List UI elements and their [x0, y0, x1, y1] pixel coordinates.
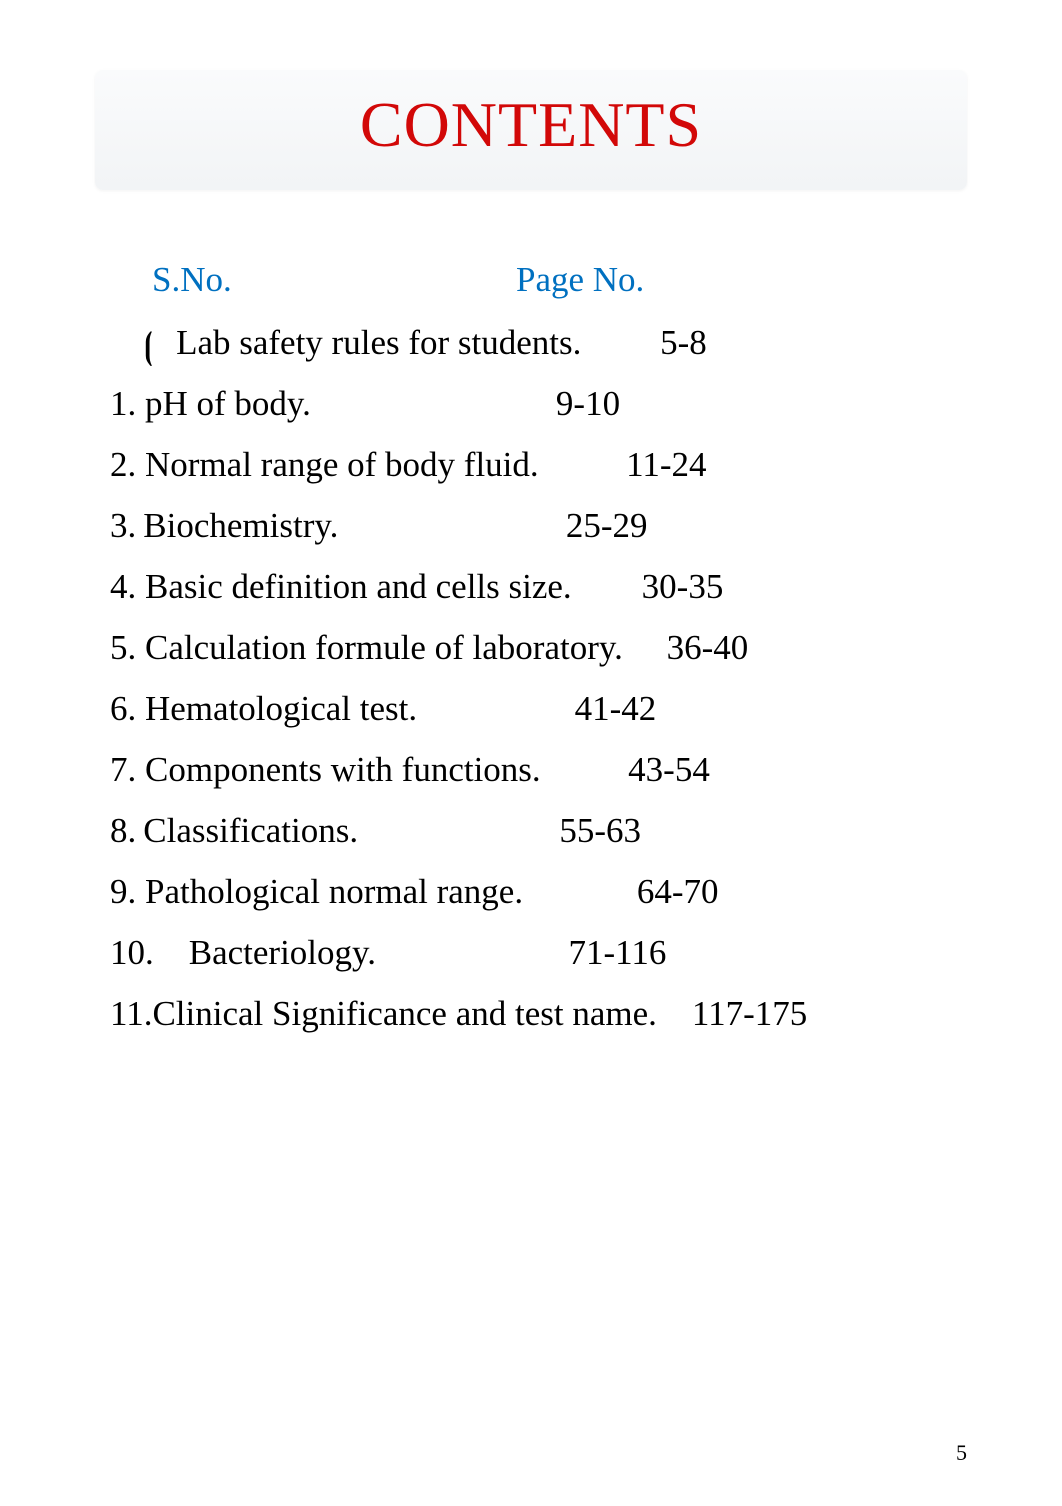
toc-container: S.No. Page No. ⦗ Lab safety rules for st…	[95, 260, 967, 1038]
page-title: CONTENTS	[125, 88, 937, 162]
toc-row-6: 6. Hematological test. 41-42	[110, 684, 952, 733]
toc-row-4: 4. Basic definition and cells size. 30-3…	[110, 562, 952, 611]
toc-row-8: 8. Classifications. 55-63	[110, 806, 952, 855]
toc-row-3: 3. Biochemistry. 25-29	[110, 501, 952, 550]
toc-header-row: S.No. Page No.	[110, 260, 952, 300]
toc-row-9: 9. Pathological normal range. 64-70	[110, 867, 952, 916]
toc-row-bullet: ⦗ Lab safety rules for students. 5-8	[110, 318, 952, 367]
title-box: CONTENTS	[95, 70, 967, 190]
toc-row-2: 2. Normal range of body fluid. 11-24	[110, 440, 952, 489]
bullet-icon: ⦗	[144, 320, 153, 371]
toc-row-10: 10. Bacteriology. 71-116	[110, 928, 952, 977]
toc-row-11: 11.Clinical Significance and test name. …	[110, 989, 952, 1038]
toc-row-1: 1. pH of body. 9-10	[110, 379, 952, 428]
toc-row-5: 5. Calculation formule of laboratory. 36…	[110, 623, 952, 672]
toc-line-0: Lab safety rules for students. 5-8	[167, 323, 706, 362]
page-number: 5	[956, 1440, 967, 1466]
toc-row-7: 7. Components with functions. 43-54	[110, 745, 952, 794]
header-sno: S.No.	[152, 260, 512, 300]
header-pageno: Page No.	[516, 260, 644, 300]
